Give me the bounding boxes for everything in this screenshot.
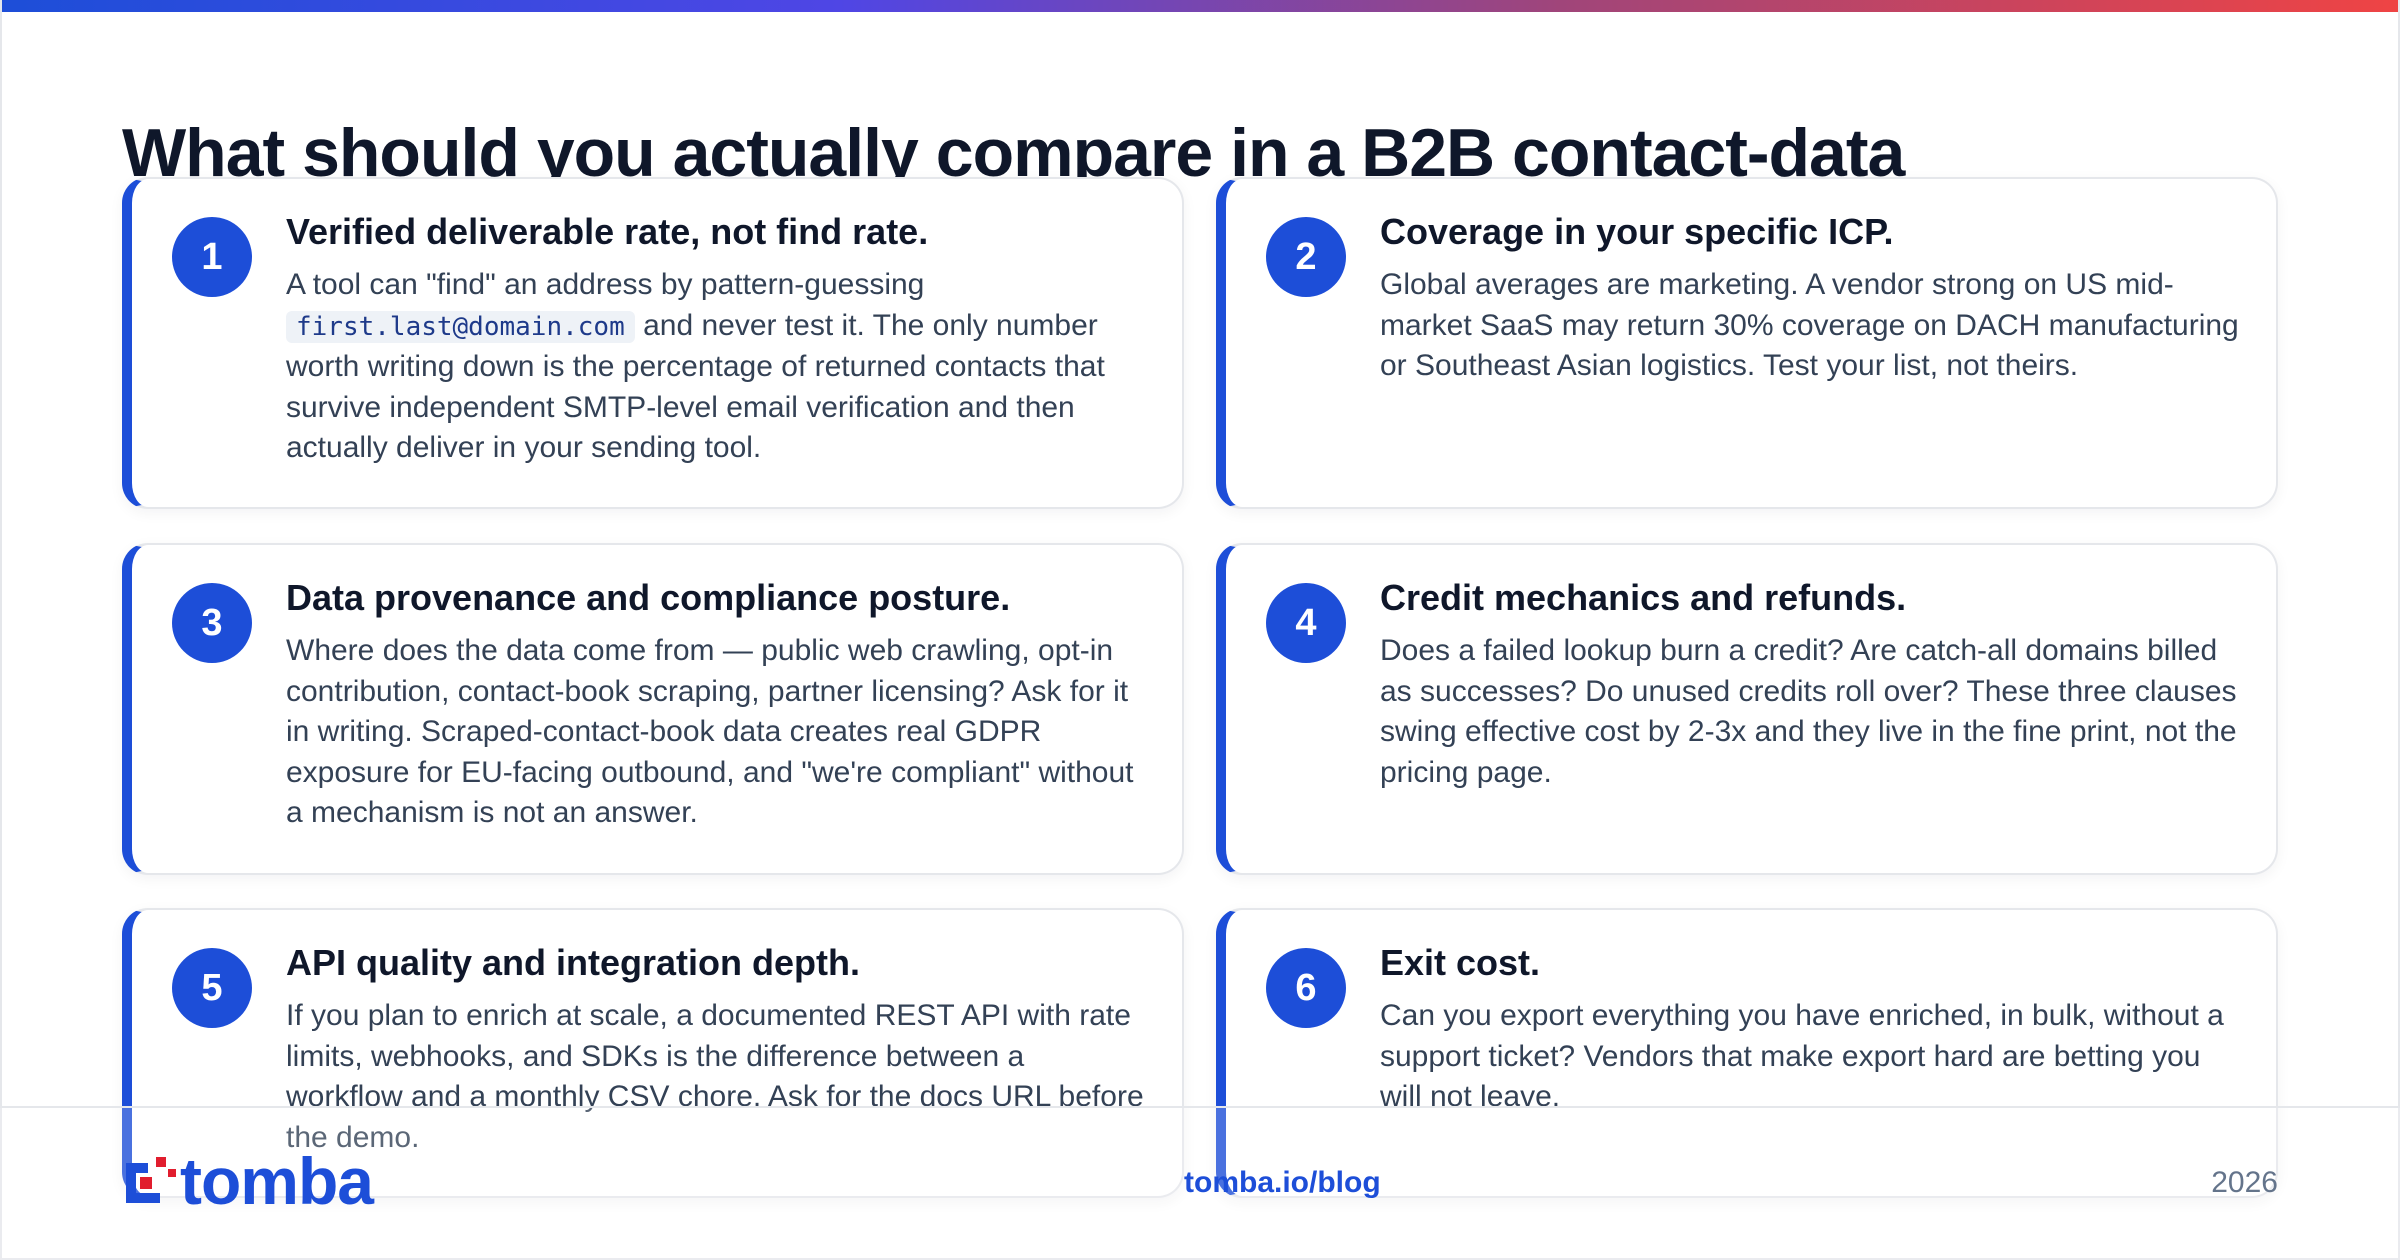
card-title: Credit mechanics and refunds. [1380, 577, 1907, 618]
inline-code-email-pattern: first.last@domain.com [286, 310, 635, 343]
card-title: Exit cost. [1380, 942, 1541, 983]
card-number-badge: 5 [172, 948, 252, 1028]
card-body: Can you export everything you have enric… [1380, 999, 2224, 1113]
comparison-card-3: 3 Data provenance and compliance posture… [122, 543, 1184, 875]
card-number-badge: 2 [1266, 217, 1346, 297]
card-number-badge: 3 [172, 583, 252, 663]
comparison-card-4: 4 Credit mechanics and refunds. Does a f… [1216, 543, 2278, 875]
blog-link[interactable]: tomba.io/blog [1184, 1166, 1381, 1199]
footer-year: 2026 [2211, 1166, 2278, 1199]
tomba-logo[interactable]: tomba [122, 1144, 374, 1218]
card-body-text: and never test it. The only number worth… [286, 308, 1105, 465]
card-title: Coverage in your specific ICP. [1380, 211, 1894, 252]
card-number-badge: 4 [1266, 583, 1346, 663]
footer-bar [0, 1106, 2400, 1260]
card-title: Verified deliverable rate, not find rate… [286, 211, 929, 252]
page-title: What should you actually compare in a B2… [122, 115, 1905, 180]
card-body: A tool can "find" an address by pattern-… [286, 265, 1146, 469]
card-body-text: A tool can "find" an address by pattern-… [286, 268, 925, 301]
card-body: If you plan to enrich at scale, a docume… [286, 999, 1144, 1154]
comparison-card-1: 1 Verified deliverable rate, not find ra… [122, 177, 1184, 509]
comparison-card-6: 6 Exit cost. Can you export everything y… [1216, 908, 2278, 1198]
card-number-badge: 1 [172, 217, 252, 297]
comparison-card-5: 5 API quality and integration depth. If … [122, 908, 1184, 1198]
tomba-logo-icon [126, 1157, 176, 1203]
logo-wordmark: tomba [180, 1144, 374, 1218]
card-title: API quality and integration depth. [286, 942, 861, 983]
top-gradient-bar [0, 0, 2400, 12]
page-title-wrap: What should you actually compare in a B2… [122, 108, 2272, 180]
comparison-card-2: 2 Coverage in your specific ICP. Global … [1216, 177, 2278, 509]
card-body: Global averages are marketing. A vendor … [1380, 268, 2239, 382]
card-title: Data provenance and compliance posture. [286, 577, 1011, 618]
card-body: Where does the data come from — public w… [286, 634, 1134, 829]
card-number-badge: 6 [1266, 948, 1346, 1028]
card-body: Does a failed lookup burn a credit? Are … [1380, 634, 2237, 789]
